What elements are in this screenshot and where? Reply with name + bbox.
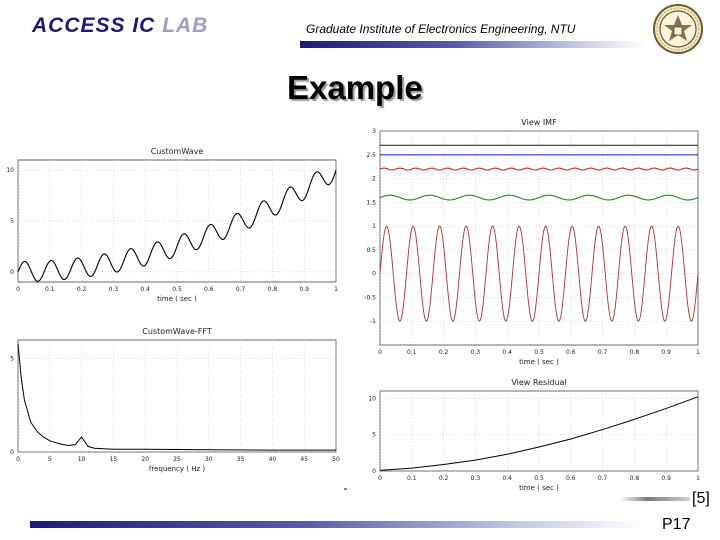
y-tick-label: 1.5 [366,199,376,206]
series-line-customwave [17,169,337,282]
x-tick-label: 1 [696,349,700,356]
y-tick-label: 0 [10,269,14,276]
x-tick-label: 0.7 [236,286,246,293]
x-axis-label-3: time ( sec ) [519,358,559,366]
x-tick-label: 5 [48,456,52,463]
chart-title-4: View Residual [511,378,566,387]
series-line-imf-3 [379,167,699,171]
customwave-plot: CustomWave 0 0.1 0.2 0.3 0.4 0.5 0.6 0.7 0.8 0.9 1 0… [2,136,342,312]
series-line-imf-5 [379,225,699,322]
y-tick-label: 0.5 [366,247,376,254]
x-tick-label: 0 [378,349,382,356]
institute-name: Graduate Institute of Electronics Engine… [306,22,576,36]
x-tick-label: 0.3 [109,286,119,293]
reference-underline-bar [620,497,690,501]
footer-divider-bar [30,521,642,528]
x-tick-label: 0.4 [502,475,512,482]
y-tick-label: 2.5 [366,152,376,159]
x-axis-label-1: time ( sec ) [157,295,197,303]
customwave-fft-plot: CustomWave-FFT 0 5 10 15 20 25 30 35 40 45 50 0 5 freq… [2,318,342,488]
x-tick-label: 25 [173,456,181,463]
view-imf-plot: View IMF 0 0.1 0.2 0.3 0.4 0.5 0.6 0.7 0.8 0.9 1 -1 -… [358,117,706,373]
x-tick-label: 0.8 [268,286,278,293]
x-tick-label: 0.7 [598,475,608,482]
x-tick-label: 0.3 [471,349,481,356]
x-tick-label: 0.6 [204,286,214,293]
x-tick-label: 0.5 [534,475,544,482]
y-tick-label: 5 [10,218,14,225]
x-tick-label: 10 [78,456,86,463]
y-tick-label: -0.5 [364,294,376,301]
y-tick-label: 1 [372,223,376,230]
x-tick-label: 30 [205,456,213,463]
x-tick-label: 0.8 [630,475,640,482]
x-tick-label: 0.7 [598,349,608,356]
header-divider-bar [300,41,645,48]
x-tick-label: 1 [334,286,338,293]
plot-area-3 [379,130,699,346]
x-tick-label: 0.9 [299,286,309,293]
ntu-seal-icon [653,4,703,54]
view-imf-chart: View IMF 0 0.1 0.2 0.3 0.4 0.5 0.6 0.7 0.8 0.9 1 -1 -… [364,118,700,366]
x-tick-label: 0.3 [471,475,481,482]
y-tick-label: 5 [10,356,14,363]
series-line-fft [17,343,336,451]
series-line-imf-4 [379,194,699,201]
x-tick-label: 0 [378,475,382,482]
x-tick-label: 0.8 [630,349,640,356]
view-residual-chart: View Residual 0 0.1 0.2 0.3 0.4 0.5 0.6 0.7 0.8 0.… [368,378,700,492]
x-tick-label: 0 [16,286,20,293]
chart-title-2: CustomWave-FFT [142,327,212,336]
y-tick-label: 0 [10,449,14,456]
x-tick-label: 0.1 [407,475,417,482]
x-tick-label: 0.1 [45,286,55,293]
view-residual-plot: View Residual 0 0.1 0.2 0.3 0.4 0.5 0.6 0.7 0.8 0.… [358,375,706,501]
x-tick-label: 45 [300,456,308,463]
x-tick-label: 0.2 [439,475,449,482]
x-tick-label: 0.9 [661,349,671,356]
x-tick-label: 0.2 [77,286,87,293]
lab-logo-main: ACCESS IC [32,14,163,37]
y-tick-label: 2 [372,176,376,183]
x-tick-label: 0.2 [439,349,449,356]
x-tick-label: 0.4 [140,286,150,293]
x-tick-label: 40 [269,456,277,463]
page-number: P17 [662,516,691,533]
x-tick-label: 0.6 [566,349,576,356]
x-tick-label: 20 [141,456,149,463]
chart-title-1: CustomWave [151,147,204,156]
chart-title-3: View IMF [521,118,557,127]
y-tick-label: 10 [6,167,14,174]
x-tick-label: 35 [237,456,245,463]
x-tick-label: 50 [332,456,340,463]
y-tick-label: 5 [372,432,376,439]
plot-area-2 [17,339,337,453]
y-tick-label: 10 [368,395,376,402]
y-tick-label: 0 [372,271,376,278]
x-axis-label-4: time ( sec ) [519,484,559,492]
lab-logo-fade: LAB [162,14,209,37]
x-axis-label-2: frequency ( Hz ) [149,465,205,473]
stray-mark [344,488,347,490]
y-tick-label: 0 [372,468,376,475]
y-tick-label: 3 [372,128,376,135]
y-tick-label: -1 [370,318,376,325]
x-tick-label: 0.5 [534,349,544,356]
reference-citation: [5] [692,490,710,507]
x-tick-label: 15 [110,456,118,463]
series-line-residual [379,396,699,471]
x-tick-label: 1 [696,475,700,482]
customwave-fft-chart: CustomWave-FFT 0 5 10 15 20 25 30 35 40 45 50 0 5 freq… [10,327,340,473]
lab-logo: ACCESS IC LAB [32,14,208,38]
x-tick-label: 0 [16,456,20,463]
slide-title: Example [287,69,423,106]
x-tick-label: 0.5 [172,286,182,293]
x-tick-label: 0.9 [661,475,671,482]
x-tick-label: 0.6 [566,475,576,482]
x-tick-label: 0.1 [407,349,417,356]
x-tick-label: 0.4 [502,349,512,356]
